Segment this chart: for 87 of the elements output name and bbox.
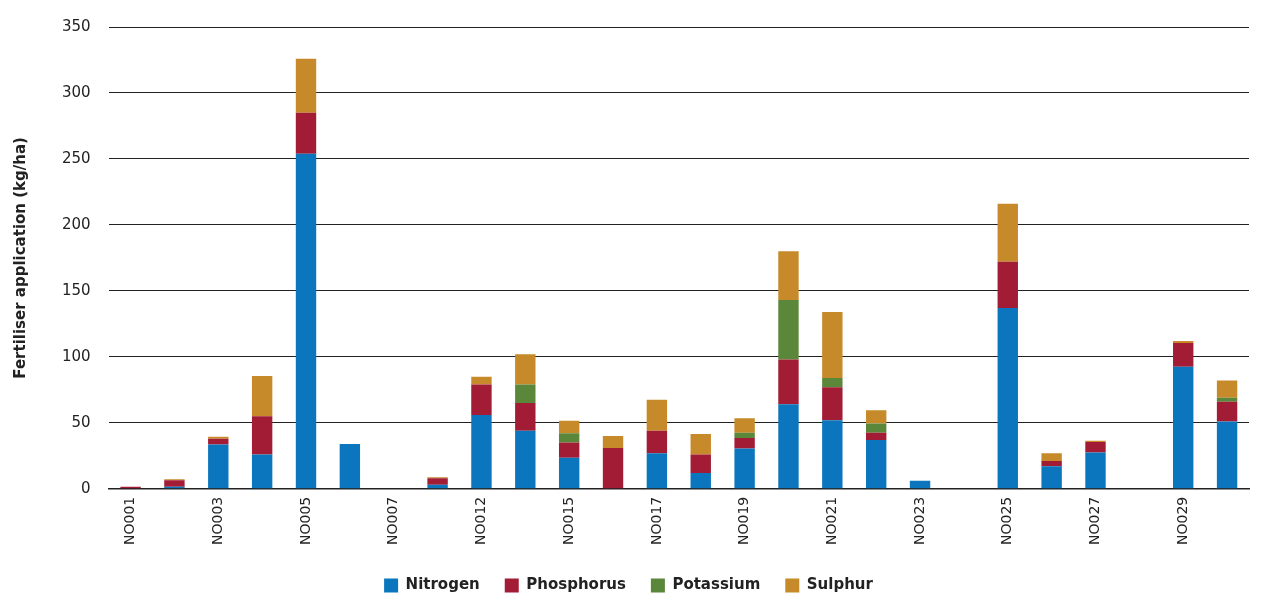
bar bbox=[602, 436, 624, 448]
bar bbox=[865, 423, 887, 433]
bar bbox=[558, 457, 580, 489]
legend-label: Potassium bbox=[672, 575, 761, 594]
bar bbox=[427, 478, 448, 485]
bar bbox=[778, 300, 799, 360]
x-tick-label: NO027 bbox=[1086, 496, 1103, 545]
bar bbox=[734, 432, 755, 438]
bar bbox=[997, 308, 1018, 489]
bar bbox=[822, 377, 843, 388]
bar bbox=[822, 387, 843, 421]
x-tick-label: NO015 bbox=[559, 496, 576, 545]
bar bbox=[295, 58, 317, 113]
bar bbox=[997, 261, 1018, 309]
bar bbox=[778, 251, 799, 301]
bar bbox=[646, 399, 668, 431]
y-axis-title: Fertiliser application (kg/ha) bbox=[10, 137, 29, 379]
bar bbox=[1041, 466, 1062, 489]
bar bbox=[1216, 380, 1238, 398]
bar bbox=[822, 311, 843, 378]
y-tick-label: 50 bbox=[71, 412, 91, 431]
bar bbox=[734, 437, 755, 449]
bar bbox=[295, 153, 317, 489]
bar bbox=[1216, 421, 1238, 489]
bar bbox=[295, 112, 317, 154]
x-tick-label: NO019 bbox=[735, 496, 752, 545]
x-tick-label: NO007 bbox=[384, 496, 401, 545]
x-tick-label: NO029 bbox=[1173, 496, 1190, 545]
bar bbox=[646, 453, 668, 489]
legend-label: Nitrogen bbox=[405, 575, 480, 594]
bar bbox=[865, 432, 887, 440]
bar bbox=[1085, 452, 1106, 489]
y-tick-label: 300 bbox=[61, 82, 91, 101]
bar bbox=[865, 410, 887, 424]
bar bbox=[558, 442, 580, 458]
bar bbox=[822, 420, 843, 489]
legend-label: Phosphorus bbox=[526, 575, 626, 594]
x-tick-label: NO021 bbox=[822, 496, 839, 545]
bar bbox=[1173, 342, 1194, 367]
bar bbox=[1216, 401, 1238, 422]
bar bbox=[1173, 366, 1194, 489]
bar bbox=[1041, 461, 1062, 467]
x-tick-label: NO012 bbox=[472, 496, 489, 545]
bar bbox=[339, 443, 361, 489]
x-tick-label: NO023 bbox=[910, 496, 927, 545]
bar bbox=[778, 404, 799, 489]
bar bbox=[558, 433, 580, 443]
x-tick-label: NO017 bbox=[647, 496, 664, 545]
bar bbox=[515, 384, 536, 404]
x-tick-label: NO025 bbox=[998, 496, 1015, 545]
bar bbox=[1041, 453, 1062, 462]
bar bbox=[778, 359, 799, 405]
x-tick-label: NO001 bbox=[121, 496, 138, 545]
bar bbox=[865, 439, 887, 489]
bar bbox=[515, 354, 536, 385]
bar bbox=[471, 384, 492, 415]
y-tick-label: 0 bbox=[81, 478, 91, 497]
x-tick-label: NO005 bbox=[296, 496, 313, 545]
y-tick-label: 350 bbox=[61, 16, 91, 35]
legend-label: Sulphur bbox=[806, 575, 874, 594]
bar bbox=[208, 444, 229, 489]
bar bbox=[164, 480, 185, 487]
bar bbox=[471, 376, 492, 385]
y-tick-label: 200 bbox=[61, 214, 91, 233]
bar bbox=[690, 434, 711, 455]
bar bbox=[909, 480, 931, 489]
bar bbox=[515, 430, 536, 489]
bar bbox=[734, 418, 755, 433]
bar bbox=[251, 416, 273, 455]
bar bbox=[208, 438, 229, 445]
bar bbox=[471, 414, 492, 489]
bar bbox=[558, 420, 580, 434]
bar bbox=[515, 403, 536, 431]
y-tick-label: 250 bbox=[61, 148, 91, 167]
bar bbox=[997, 203, 1018, 262]
bar bbox=[251, 375, 273, 417]
x-tick-label: NO003 bbox=[208, 496, 225, 545]
bar bbox=[646, 430, 668, 454]
bar bbox=[1216, 397, 1238, 402]
bar bbox=[602, 447, 624, 489]
bar bbox=[734, 448, 755, 489]
bar bbox=[1085, 441, 1106, 453]
bar bbox=[690, 472, 711, 489]
bar bbox=[251, 454, 273, 489]
bar bbox=[690, 454, 711, 473]
y-tick-label: 100 bbox=[61, 346, 91, 365]
y-tick-label: 150 bbox=[61, 280, 91, 299]
